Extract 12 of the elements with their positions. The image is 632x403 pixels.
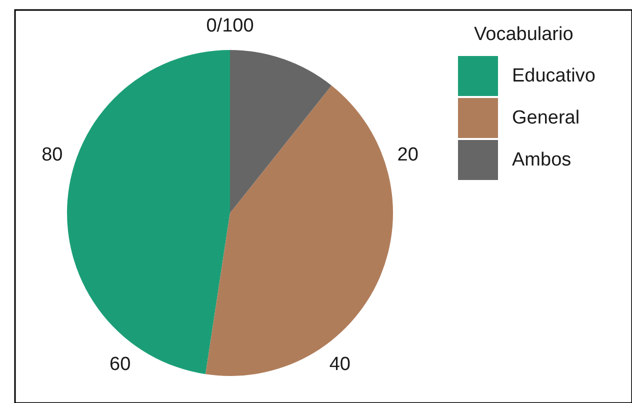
legend-label: General xyxy=(512,108,580,128)
text: 60 xyxy=(110,354,131,375)
text: 20 xyxy=(397,144,418,166)
text: 0/100 xyxy=(206,16,254,36)
text: 40 xyxy=(329,354,350,375)
text: 80 xyxy=(42,144,63,166)
pie-slice xyxy=(206,85,393,376)
pie-slice xyxy=(230,50,332,213)
legend-title: Vocabulario xyxy=(474,24,574,45)
legend-label: Ambos xyxy=(512,150,572,170)
legend-label: Educativo xyxy=(512,66,596,86)
pie-slice xyxy=(67,50,230,374)
